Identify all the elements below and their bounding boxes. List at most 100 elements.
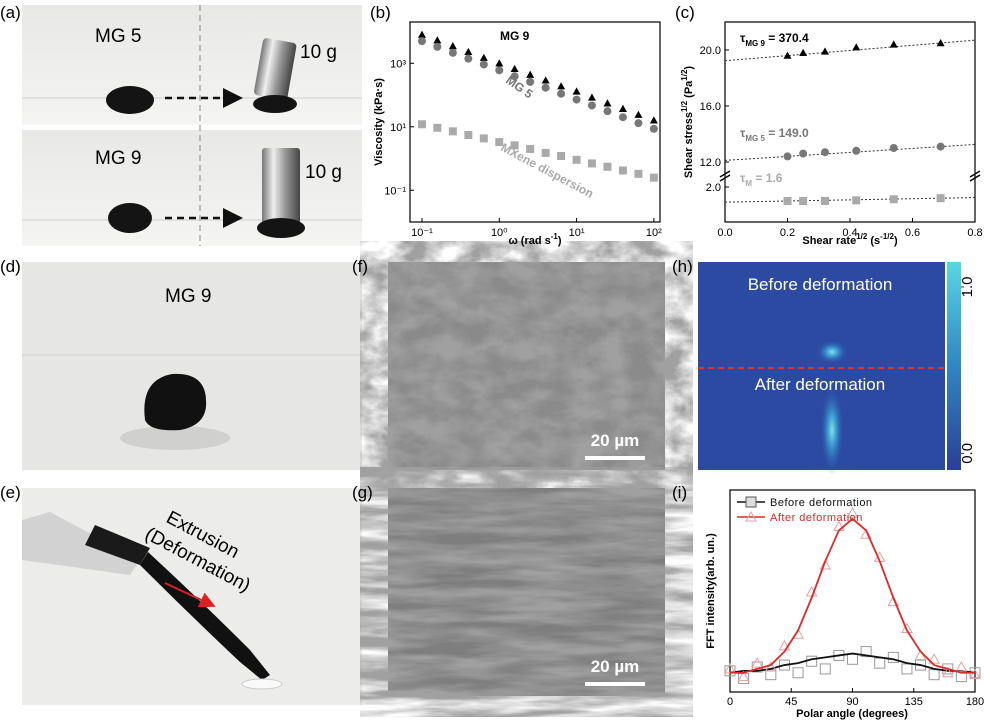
photo-label: MG 9 (95, 148, 141, 169)
text-part: 1/2 (680, 69, 689, 81)
marker (619, 113, 627, 121)
panel-label: (a) (0, 3, 21, 22)
marker (929, 670, 939, 680)
marker (852, 43, 860, 50)
marker (433, 43, 441, 51)
marker (418, 37, 426, 45)
x-tick-label: 0.6 (905, 227, 920, 239)
x-tick-label: 0.8 (967, 227, 982, 239)
marker (650, 116, 658, 123)
marker (464, 131, 472, 139)
marker (793, 668, 803, 678)
annotation: τMG 5 = 149.0 (740, 126, 809, 143)
marker (542, 84, 550, 92)
marker (820, 664, 830, 674)
marker (875, 658, 885, 668)
marker (890, 40, 898, 47)
marker (588, 93, 596, 100)
text-part: MG 5 (745, 134, 765, 143)
image-label: Before deformation (748, 275, 893, 294)
text-part: 1/2 (856, 232, 868, 241)
x-tick-label: 180 (966, 696, 984, 708)
marker (848, 654, 858, 664)
text-part: = 149.0 (765, 126, 809, 140)
scale-bar-label: 20 µm (591, 657, 640, 676)
photo-label: MG 9 (165, 286, 211, 307)
y-tick-label: 10¹ (390, 122, 406, 134)
y-axis-label: FFT intensity(arb. un.) (705, 533, 717, 649)
y-axis-label: Viscosity (kPa·s) (373, 78, 385, 166)
marker (603, 163, 611, 171)
marker (603, 99, 611, 106)
y-tick-label: 10⁻¹ (384, 185, 406, 197)
marker (449, 49, 457, 57)
marker (634, 170, 642, 178)
marker (449, 127, 457, 135)
panel-label: (f) (352, 257, 368, 276)
text-part: = 370.4 (765, 31, 809, 45)
marker (890, 195, 898, 203)
marker (464, 55, 472, 63)
marker (634, 111, 642, 118)
x-tick-label: 90 (846, 696, 858, 708)
colorbar-label: 0.0 (959, 443, 976, 464)
figure: (a)(b)(c)(d)(e)(f)(g)(h)(i)MG 510 gMG 91… (0, 0, 984, 724)
marker (480, 134, 488, 142)
text-part: 1/2 (680, 100, 689, 112)
marker (752, 658, 762, 667)
annotation: MG 9 (500, 29, 530, 43)
y-axis-label: Shear stress1/2 (Pa1/2) (680, 66, 695, 178)
marker (650, 125, 658, 133)
text-part: = 1.6 (752, 171, 783, 185)
annotation: τMG 9 = 370.4 (740, 31, 809, 48)
marker (542, 76, 550, 83)
colorbar-label: 1.0 (959, 277, 976, 298)
marker (902, 664, 912, 674)
marker (799, 49, 807, 56)
marker (821, 47, 829, 54)
marker (634, 119, 642, 127)
x-tick-label: 0 (727, 696, 733, 708)
text-part: Shear rate (802, 235, 856, 247)
marker (852, 196, 860, 204)
text-part: (s (867, 235, 880, 247)
panel-label: (c) (675, 3, 695, 22)
marker (480, 54, 488, 61)
y-tick-label: 2.0 (706, 182, 721, 194)
marker (557, 82, 565, 89)
text-part: (Pa (683, 80, 695, 101)
marker (433, 36, 441, 43)
photo-label: 10 g (305, 162, 342, 183)
panel-label: (h) (672, 257, 693, 276)
marker (890, 144, 898, 152)
panel-label: (d) (0, 257, 21, 276)
text-part: ) (894, 235, 898, 247)
x-tick-label: 45 (785, 696, 797, 708)
panel-label: (g) (352, 483, 373, 502)
marker (433, 124, 441, 132)
marker (495, 59, 503, 66)
marker (418, 31, 426, 38)
x-axis-label: ω (rad s-1) (508, 232, 561, 247)
marker (588, 101, 596, 109)
marker (603, 107, 611, 115)
marker (573, 87, 581, 94)
photo-label: 10 g (300, 42, 337, 63)
text-part: ) (558, 235, 562, 247)
marker (588, 159, 596, 167)
marker (799, 197, 807, 205)
x-tick-label: 10⁰ (491, 227, 508, 239)
marker (821, 197, 829, 205)
annotation: τM = 1.6 (740, 171, 783, 188)
legend-label: Before deformation (770, 497, 873, 509)
marker (542, 149, 550, 157)
marker (784, 197, 792, 205)
marker (511, 65, 519, 72)
marker (619, 166, 627, 174)
text-part: ω (rad s (508, 235, 550, 247)
marker (799, 150, 807, 158)
x-tick-label: 10¹ (569, 227, 585, 239)
marker (418, 120, 426, 128)
y-tick-label: 20.0 (700, 45, 721, 57)
marker (464, 48, 472, 55)
